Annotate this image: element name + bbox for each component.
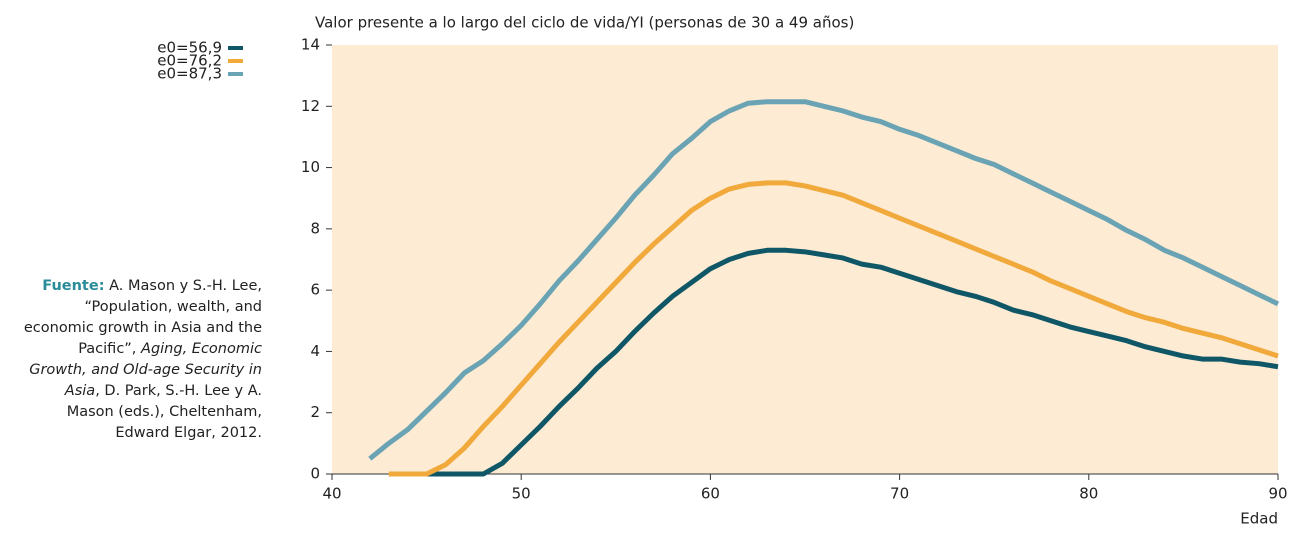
y-tick-label: 0: [310, 465, 320, 483]
line: [388, 180, 1279, 477]
source-text: A. Mason y S.-H. Lee, “Population, wealt…: [23, 278, 262, 357]
legend-label: e0=76,2: [157, 52, 222, 70]
y-tick-label: 12: [301, 97, 320, 115]
source-text: , D. Park, S.-H. Lee y A. Mason (eds.), …: [66, 383, 262, 441]
y-tick-label: 8: [310, 219, 320, 237]
chart-title: Valor presente a lo largo del ciclo de v…: [315, 14, 854, 32]
y-tick-label: 10: [301, 158, 320, 176]
x-tick-label: 70: [890, 485, 909, 503]
y-tick-label: 4: [310, 342, 320, 360]
x-tick-label: 60: [701, 485, 720, 503]
legend-label: e0=87,3: [157, 65, 222, 83]
x-tick-label: 80: [1079, 485, 1098, 503]
legend-label: e0=56,9: [157, 39, 222, 57]
plot-area: [332, 45, 1278, 474]
x-tick-label: 50: [512, 485, 531, 503]
y-tick-label: 6: [310, 281, 320, 299]
x-axis-label: Edad: [1240, 510, 1278, 528]
source-text: Aging, Economic Growth, and Old-age Secu…: [29, 341, 262, 399]
line: [368, 99, 1280, 461]
x-tick-label: 40: [322, 485, 341, 503]
line: [426, 247, 1279, 477]
source-note: Fuente: A. Mason y S.-H. Lee, “Populatio…: [20, 276, 262, 444]
x-tick-label: 90: [1268, 485, 1287, 503]
source-label: Fuente:: [42, 278, 105, 294]
y-tick-label: 14: [301, 36, 320, 54]
y-tick-label: 2: [310, 403, 320, 421]
